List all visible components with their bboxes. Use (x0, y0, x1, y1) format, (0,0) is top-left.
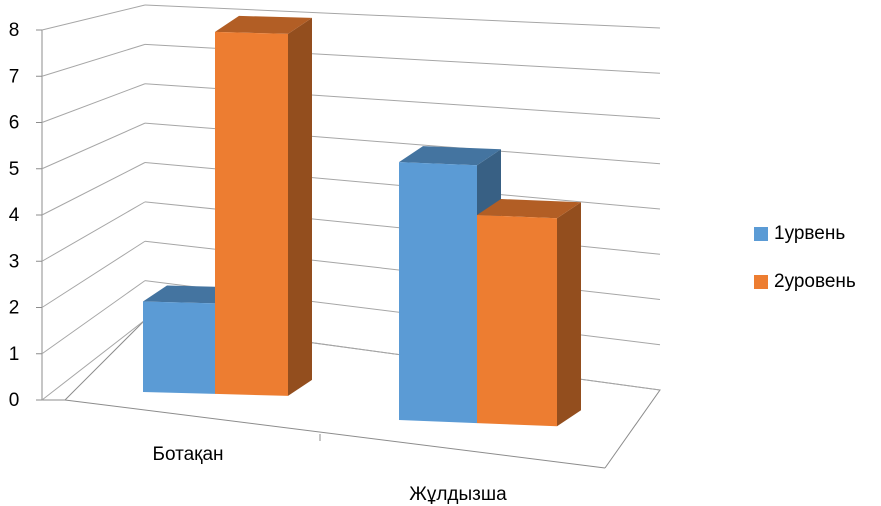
gridline-left-2 (41, 240, 146, 308)
legend-item-series-1: 1урвень (754, 222, 856, 246)
gridline-left-4 (41, 162, 146, 216)
bar-2-2-side (557, 202, 581, 427)
bar-1-2-front (399, 162, 477, 424)
legend-swatch-series-1 (754, 227, 768, 241)
bar-1-2-top (399, 146, 501, 166)
bar-2-2-top (477, 199, 581, 219)
gridline-left-0 (41, 319, 146, 401)
bar-2-1-top (215, 15, 312, 34)
gridline-left-5 (41, 122, 146, 170)
gridline-left-6 (41, 83, 146, 123)
y-tick-label-8: 8 (9, 20, 20, 41)
y-tick-label-4: 4 (9, 205, 20, 226)
y-tick-label-5: 5 (9, 159, 20, 180)
x-axis: Ботақан Жұлдызша (152, 444, 507, 505)
gridline-left-3 (41, 201, 146, 262)
x-category-label-1: Ботақан (152, 444, 223, 465)
legend-swatch-series-2 (754, 275, 768, 289)
gridline-left-1 (41, 280, 146, 355)
y-axis: 0 1 2 3 4 5 6 7 8 (9, 20, 42, 411)
y-tick-label-7: 7 (9, 66, 20, 87)
bar-1-1-front (143, 301, 215, 394)
gridline-left-7 (41, 43, 146, 77)
y-tick-label-3: 3 (9, 251, 20, 272)
bar-2-2-front (477, 215, 557, 427)
bars (143, 15, 581, 427)
y-tick-label-0: 0 (9, 390, 20, 411)
legend: 1урвень 2уровень (754, 222, 856, 318)
y-tick-label-2: 2 (9, 298, 20, 319)
x-category-label-2: Жұлдызша (409, 484, 507, 505)
legend-item-series-2: 2уровень (754, 270, 856, 294)
gridline-left-8 (41, 4, 146, 31)
floor-front-edge (64, 399, 606, 469)
bar-2-1-front (215, 31, 288, 396)
bar-2-1-side (288, 17, 312, 396)
legend-label-series-1: 1урвень (774, 223, 846, 244)
y-tick-label-1: 1 (9, 344, 20, 365)
gridline-back-8 (144, 4, 661, 29)
y-tick-label-6: 6 (9, 113, 20, 134)
legend-label-series-2: 2уровень (774, 271, 856, 292)
